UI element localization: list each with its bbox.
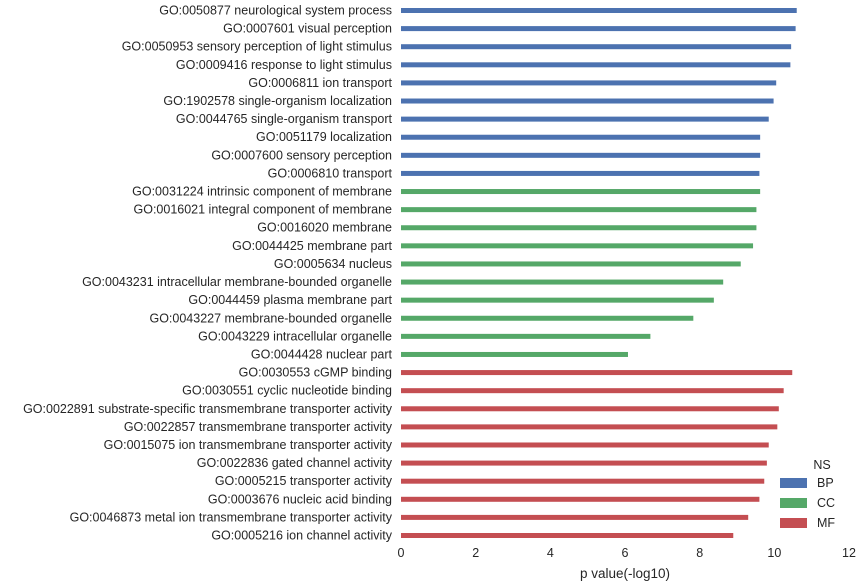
legend-swatch-mf [780,518,807,528]
x-tick-label: 0 [398,546,405,560]
legend-label-mf: MF [817,516,835,530]
category-label: GO:0006810 transport [268,166,393,180]
category-label: GO:0051179 localization [256,130,392,144]
legend-label-cc: CC [817,496,835,510]
bar [401,116,769,122]
category-label: GO:0044425 membrane part [232,239,392,253]
x-tick-label: 6 [622,546,629,560]
legend-swatch-bp [780,478,807,488]
category-label: GO:0016020 membrane [257,221,392,235]
bar [401,388,784,394]
bar [401,315,694,321]
bar [401,460,767,466]
bar [401,370,793,376]
category-label: GO:0022836 gated channel activity [197,456,393,470]
category-label: GO:0015075 ion transmembrane transporter… [104,438,393,452]
x-tick-label: 12 [842,546,856,560]
x-tick-label: 2 [472,546,479,560]
bar [401,26,796,32]
category-label: GO:0005634 nucleus [274,257,392,271]
bar [401,478,765,484]
bar [401,98,774,104]
category-label: GO:0050877 neurological system process [159,4,392,18]
category-label: GO:0044428 nuclear part [251,347,393,361]
bar [401,297,714,303]
bar [401,80,777,86]
category-label: GO:0007600 sensory perception [211,148,392,162]
bar [401,62,791,68]
bar [401,514,749,520]
category-label: GO:0009416 response to light stimulus [176,58,392,72]
legend: NS BP CC MF [780,458,835,530]
bar [401,533,734,538]
x-tick-label: 4 [547,546,554,560]
category-label: GO:0022857 transmembrane transporter act… [124,420,393,434]
category-label: GO:0050953 sensory perception of light s… [122,40,392,54]
bar [401,261,741,267]
category-label: GO:0003676 nucleic acid binding [208,492,392,506]
bar [401,279,724,285]
category-label: GO:0022891 substrate-specific transmembr… [23,402,393,416]
x-axis-ticks-group: 0 2 4 6 8 10 12 [398,546,856,560]
x-tick-label: 8 [696,546,703,560]
category-label: GO:0005215 transporter activity [215,474,393,488]
category-label: GO:0006811 ion transport [248,76,392,90]
legend-title: NS [813,458,830,472]
bar [401,134,761,140]
x-tick-label: 10 [767,546,781,560]
bar [401,207,757,213]
bar [401,351,628,357]
category-label: GO:1902578 single-organism localization [163,94,392,108]
bar [401,496,760,502]
category-label: GO:0044765 single-organism transport [176,112,393,126]
bar [401,8,797,13]
bar [401,333,651,339]
category-label: GO:0007601 visual perception [223,22,392,36]
bar [401,225,757,231]
category-label: GO:0043229 intracellular organelle [198,329,392,343]
category-label: GO:0031224 intrinsic component of membra… [132,185,392,199]
category-label: GO:0030553 cGMP binding [239,366,392,380]
bars-group [401,8,797,538]
legend-label-bp: BP [817,476,834,490]
bar [401,406,779,412]
bar [401,189,761,195]
bar [401,152,761,158]
category-labels-group: GO:0050877 neurological system process GO… [23,4,393,543]
bar [401,170,760,176]
bar [401,243,754,249]
x-axis-title: p value(-log10) [580,566,670,581]
bar [401,442,769,448]
category-label: GO:0046873 metal ion transmembrane trans… [70,510,393,524]
category-label: GO:0043231 intracellular membrane-bounde… [82,275,392,289]
bar [401,44,792,50]
legend-swatch-cc [780,498,807,508]
category-label: GO:0044459 plasma membrane part [188,293,392,307]
bar [401,424,778,430]
category-label: GO:0030551 cyclic nucleotide binding [182,384,392,398]
category-label: GO:0043227 membrane-bounded organelle [149,311,392,325]
category-label: GO:0016021 integral component of membran… [134,203,393,217]
category-label: GO:0005216 ion channel activity [211,529,392,543]
